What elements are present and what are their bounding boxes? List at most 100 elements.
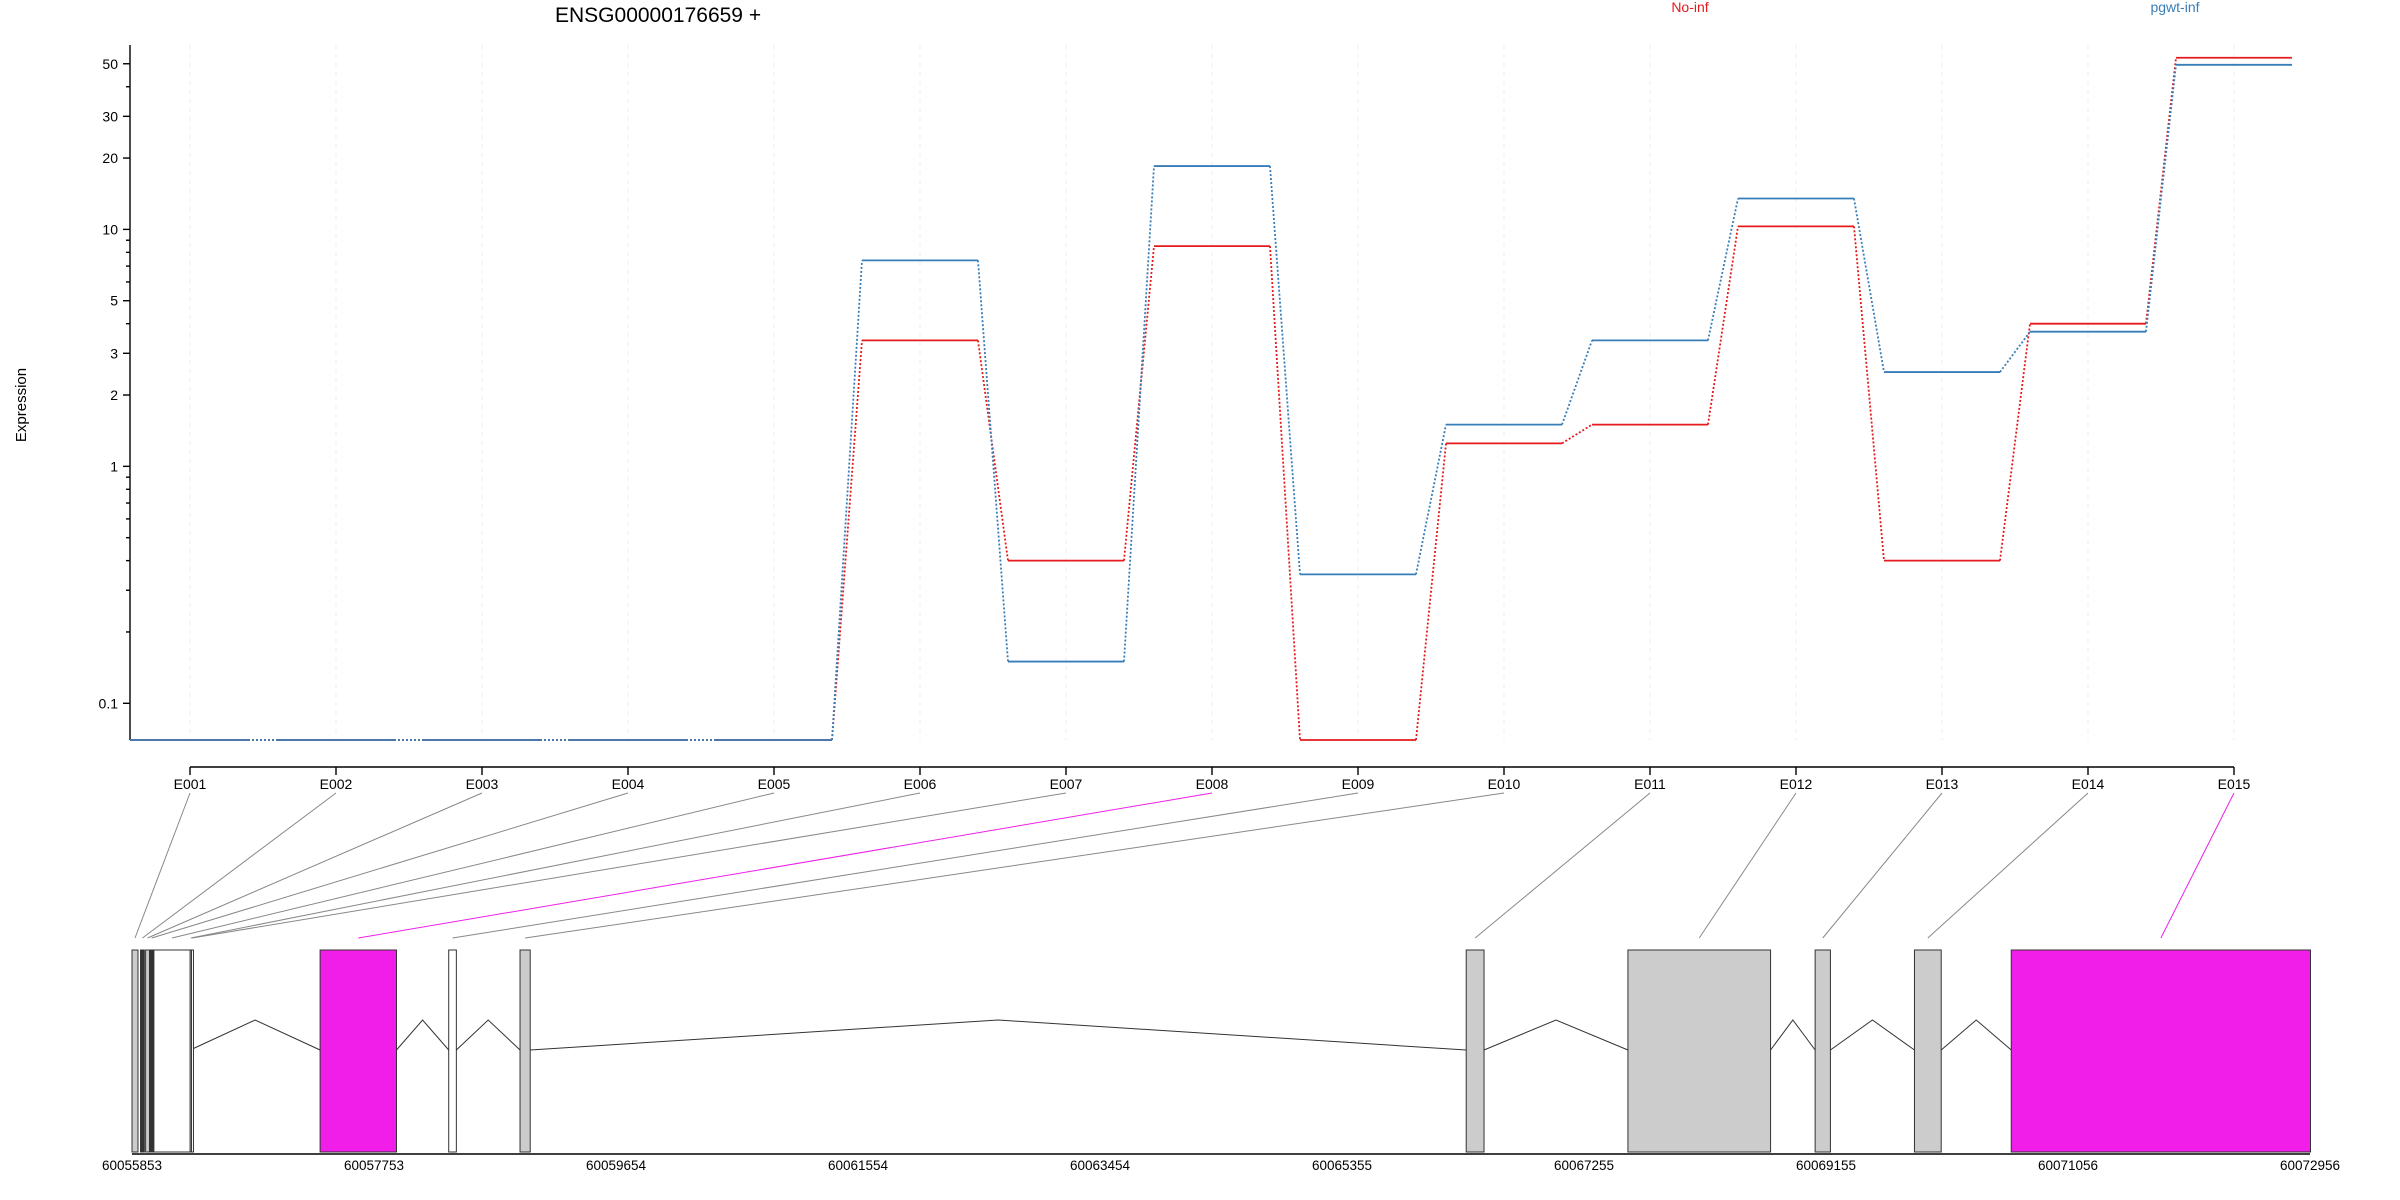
series-no-inf-connector: [1415, 443, 1447, 741]
legend: No-inf pgwt-inf: [1671, 0, 2199, 15]
y-tick-label: 20: [102, 150, 118, 166]
coordinate-tick-label: 60067255: [1554, 1158, 1614, 1173]
series-pgwt-inf-connector: [1561, 340, 1593, 425]
series-pgwt-inf-connector: [831, 260, 863, 741]
connector-E013: [1822, 792, 1943, 939]
intron-line: [189, 1019, 321, 1051]
series-no-inf-connector: [1707, 226, 1739, 425]
y-tick-label: 3: [110, 345, 118, 361]
x-tick-label-E014: E014: [2072, 776, 2105, 792]
x-tick-label-E004: E004: [612, 776, 645, 792]
connector-E014: [1927, 792, 2089, 939]
y-tick-label: 10: [102, 221, 118, 237]
connector-E011: [1474, 792, 1651, 939]
y-axis-label: Expression: [13, 368, 30, 442]
exon-box-E010: [519, 949, 531, 1153]
y-axis: 0.1 1 2 3 5 10 20 30 50: [99, 45, 131, 740]
coordinate-tick-label: 60057753: [344, 1158, 404, 1173]
series-no-inf-connector: [1123, 246, 1155, 561]
series-pgwt-inf-connector: [1415, 424, 1447, 575]
exon-connectors: [134, 792, 2235, 939]
y-tick-label: 2: [110, 387, 118, 403]
legend-item-pgwt-inf: pgwt-inf: [2150, 0, 2199, 15]
exon-box-E007: [190, 949, 194, 1153]
connector-E007: [192, 792, 1067, 939]
intron-line: [456, 1019, 521, 1051]
x-tick-label-E002: E002: [320, 776, 353, 792]
exon-box-E008: [319, 949, 397, 1153]
exon-box-E013: [1814, 949, 1831, 1153]
x-tick-label-E007: E007: [1050, 776, 1083, 792]
exon-box-E004: [149, 949, 154, 1153]
chart-title: ENSG00000176659 +: [555, 4, 761, 27]
x-tick-label-E001: E001: [174, 776, 207, 792]
y-tick-label: 50: [102, 56, 118, 72]
series-pgwt-inf-connector: [1123, 166, 1155, 662]
x-tick-label-E009: E009: [1342, 776, 1375, 792]
introns: [189, 1019, 2012, 1051]
connector-E009: [452, 792, 1359, 939]
x-axis: E001 E002 E003 E004 E005 E006 E007 E008 E009 E010…: [174, 766, 2251, 792]
series-pgwt-inf-connector: [977, 260, 1009, 662]
series-pgwt-inf-connector: [1999, 331, 2031, 373]
exon-box-E012: [1627, 949, 1772, 1153]
coordinate-tick-label: 60069155: [1796, 1158, 1856, 1173]
series-pgwt-inf-connector: [1853, 198, 1885, 373]
connector-E015: [2160, 792, 2235, 939]
intron-line: [1830, 1019, 1915, 1051]
exon-box-E002: [140, 949, 145, 1153]
coordinate-axis: 60055853 60057753 60059654 60061554 60063454…: [102, 1153, 2340, 1173]
y-tick-label: 30: [102, 108, 118, 124]
series-pgwt-inf-connector: [1269, 166, 1301, 575]
connector-E012: [1698, 792, 1797, 939]
intron-line: [1940, 1019, 2012, 1051]
series-layer: [130, 56, 2292, 741]
intron-line: [396, 1019, 450, 1051]
x-tick-label-E013: E013: [1926, 776, 1959, 792]
coordinate-tick-label: 60065355: [1312, 1158, 1372, 1173]
series-no-inf-connector: [1561, 423, 1593, 445]
series-no-inf-connector: [1853, 226, 1885, 561]
x-tick-label-E003: E003: [466, 776, 499, 792]
y-tick-label: 5: [110, 293, 118, 309]
series-pgwt-inf-connector: [2145, 64, 2177, 332]
exon-box-E001: [131, 949, 139, 1153]
connector-E006: [190, 792, 921, 939]
series-no-inf-connector: [1999, 323, 2031, 561]
x-tick-label-E015: E015: [2218, 776, 2251, 792]
legend-item-no-inf: No-inf: [1671, 0, 1708, 15]
exon-box-E015: [2010, 949, 2312, 1153]
grid: [189, 45, 2235, 740]
series-no-inf-connector: [977, 340, 1009, 561]
intron-line: [1483, 1019, 1629, 1051]
gene-model: [131, 949, 2312, 1153]
connector-E008: [358, 792, 1213, 939]
coordinate-tick-label: 60071056: [2038, 1158, 2098, 1173]
exon-box-E009: [448, 949, 457, 1153]
intron-line: [530, 1019, 1467, 1051]
connector-E005: [171, 792, 775, 939]
coordinate-tick-label: 60061554: [828, 1158, 889, 1173]
connector-E004: [151, 792, 629, 939]
connector-E001: [134, 792, 191, 939]
series-no-inf-connector: [1269, 246, 1301, 741]
series-no-inf: [130, 56, 2292, 741]
coordinate-tick-label: 60059654: [586, 1158, 647, 1173]
coordinate-tick-label: 60072956: [2280, 1158, 2340, 1173]
x-tick-label-E006: E006: [904, 776, 937, 792]
y-tick-label: 1: [110, 458, 118, 474]
intron-line: [1770, 1019, 1816, 1051]
connector-E003: [147, 792, 483, 939]
coordinate-tick-label: 60063454: [1070, 1158, 1131, 1173]
exon-box-E014: [1913, 949, 1942, 1153]
x-tick-label-E011: E011: [1634, 776, 1666, 792]
y-tick-label: 0.1: [99, 695, 119, 711]
series-pgwt-inf: [130, 63, 2292, 741]
coordinate-tick-label: 60055853: [102, 1158, 162, 1173]
x-tick-label-E012: E012: [1780, 776, 1813, 792]
series-no-inf-connector: [831, 340, 863, 741]
x-tick-label-E008: E008: [1196, 776, 1229, 792]
exon-box-E003: [145, 949, 150, 1153]
exon-box-E005: [153, 949, 191, 1153]
